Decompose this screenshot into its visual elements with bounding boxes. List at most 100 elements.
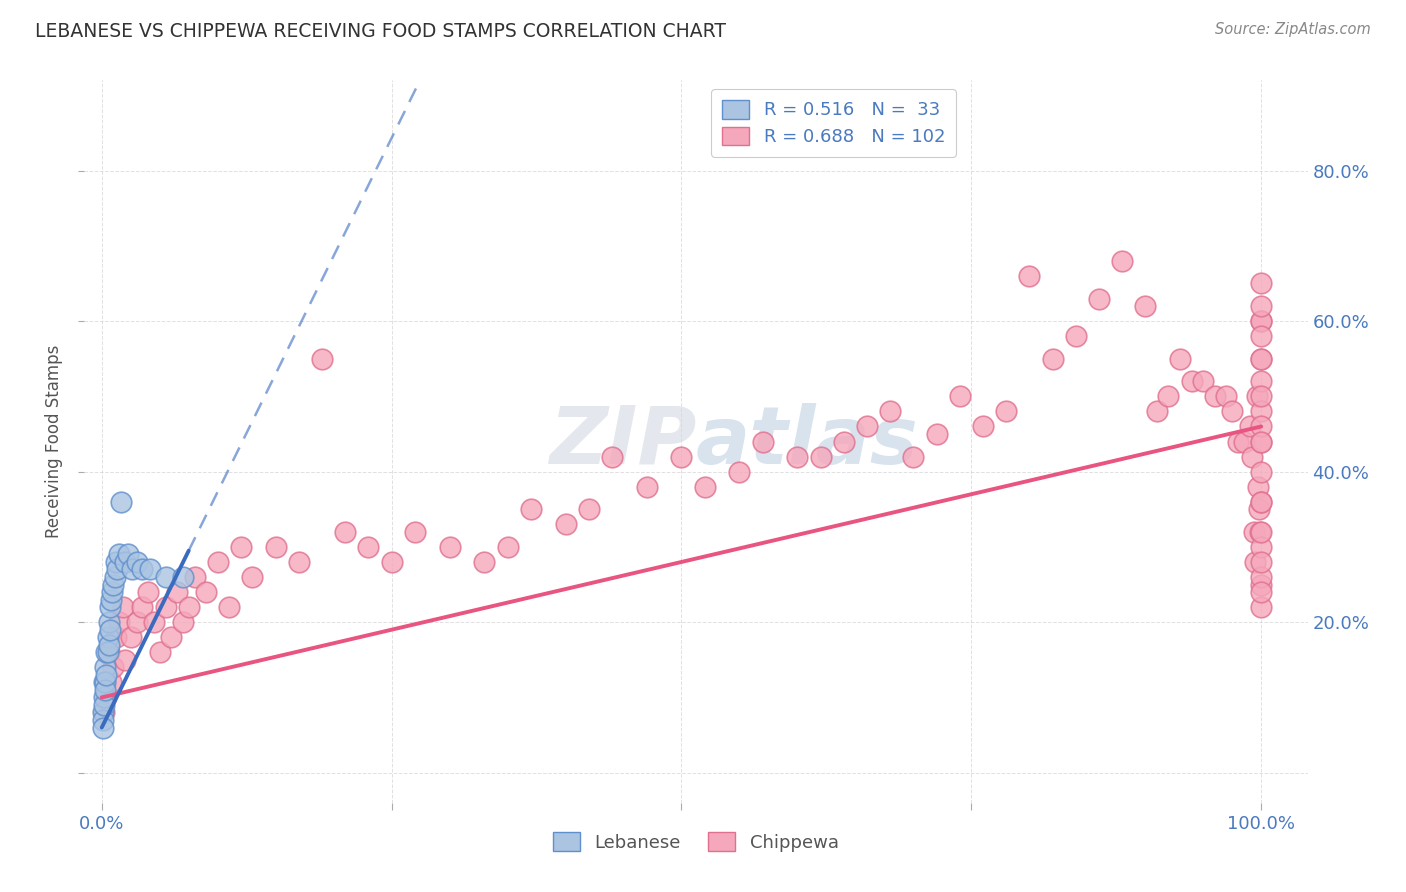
Point <box>1250 404 1272 418</box>
Point <box>1250 540 1272 554</box>
Point <box>177 600 200 615</box>
Point <box>117 548 139 562</box>
Point <box>1250 314 1272 328</box>
Point <box>1168 351 1191 366</box>
Text: ZIP: ZIP <box>548 402 696 481</box>
Point <box>229 540 252 554</box>
Point <box>139 562 162 576</box>
Point <box>381 555 404 569</box>
Point <box>97 645 120 659</box>
Point <box>121 562 143 576</box>
Point <box>1250 351 1272 366</box>
Point <box>125 555 148 569</box>
Point <box>91 721 114 735</box>
Point <box>1250 389 1272 403</box>
Point <box>404 524 426 539</box>
Point <box>91 706 114 720</box>
Point <box>1088 292 1111 306</box>
Point <box>832 434 855 449</box>
Point <box>1204 389 1226 403</box>
Point <box>496 540 519 554</box>
Point <box>104 555 127 569</box>
Point <box>131 600 153 615</box>
Point <box>207 555 229 569</box>
Point <box>110 494 132 508</box>
Point <box>114 653 136 667</box>
Point <box>97 615 120 630</box>
Point <box>810 450 832 464</box>
Point <box>1246 389 1268 403</box>
Point <box>105 562 128 576</box>
Text: Source: ZipAtlas.com: Source: ZipAtlas.com <box>1215 22 1371 37</box>
Point <box>1042 351 1064 366</box>
Point <box>114 555 136 569</box>
Point <box>103 660 125 674</box>
Point <box>1018 268 1040 283</box>
Point <box>166 585 188 599</box>
Point <box>94 682 117 697</box>
Point <box>93 675 115 690</box>
Point <box>1244 555 1267 569</box>
Point <box>903 450 925 464</box>
Point <box>96 668 118 682</box>
Point <box>264 540 287 554</box>
Point <box>172 570 194 584</box>
Point <box>120 630 142 644</box>
Point <box>949 389 972 403</box>
Point <box>108 615 131 630</box>
Point <box>335 524 357 539</box>
Point <box>1064 329 1087 343</box>
Point <box>103 577 125 591</box>
Point <box>1250 329 1272 343</box>
Point <box>96 630 118 644</box>
Point <box>131 562 153 576</box>
Point <box>155 600 177 615</box>
Point <box>242 570 264 584</box>
Point <box>125 615 148 630</box>
Point <box>751 434 773 449</box>
Point <box>142 615 165 630</box>
Point <box>1250 434 1272 449</box>
Point <box>1192 375 1215 389</box>
Point <box>1247 480 1270 494</box>
Point <box>1243 524 1265 539</box>
Point <box>1250 434 1272 449</box>
Point <box>972 419 994 434</box>
Point <box>578 502 600 516</box>
Point <box>288 555 311 569</box>
Point <box>111 600 134 615</box>
Point <box>519 502 541 516</box>
Point <box>1250 375 1272 389</box>
Point <box>1250 351 1272 366</box>
Point <box>94 675 117 690</box>
Point <box>636 480 658 494</box>
Point <box>96 645 118 659</box>
Text: atlas: atlas <box>696 402 918 481</box>
Point <box>1250 585 1272 599</box>
Point <box>98 600 121 615</box>
Point <box>1215 389 1237 403</box>
Point <box>1250 314 1272 328</box>
Point <box>101 585 124 599</box>
Point <box>91 713 114 727</box>
Point <box>160 630 183 644</box>
Point <box>94 660 117 674</box>
Point <box>1250 494 1272 508</box>
Point <box>195 585 218 599</box>
Point <box>1249 524 1271 539</box>
Point <box>1250 419 1272 434</box>
Point <box>1250 555 1272 569</box>
Point <box>693 480 716 494</box>
Point <box>1250 299 1272 313</box>
Point <box>1250 570 1272 584</box>
Point <box>439 540 461 554</box>
Point <box>155 570 177 584</box>
Point <box>1146 404 1168 418</box>
Point <box>600 450 623 464</box>
Point <box>879 404 901 418</box>
Point <box>728 465 751 479</box>
Point <box>1247 502 1270 516</box>
Point <box>1135 299 1157 313</box>
Legend: Lebanese, Chippewa: Lebanese, Chippewa <box>546 825 846 859</box>
Point <box>1240 450 1263 464</box>
